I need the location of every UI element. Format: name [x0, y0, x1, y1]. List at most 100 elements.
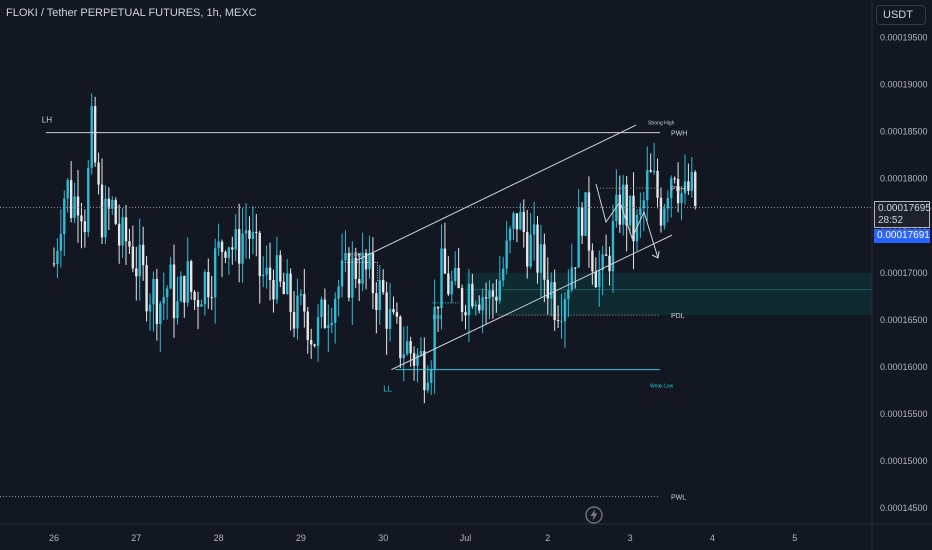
candle-body [529, 234, 532, 267]
lh-label: LH [42, 116, 52, 125]
candle-body [327, 325, 330, 328]
candle-body [484, 297, 488, 299]
candle-body [169, 264, 172, 289]
candle-body [412, 353, 416, 366]
candle-body [107, 198, 111, 209]
candle-body [563, 299, 567, 322]
candle-body [382, 279, 385, 293]
candle-body [680, 193, 683, 204]
candle-body [189, 261, 193, 292]
candle-body [450, 281, 453, 295]
candle-body [447, 273, 450, 295]
candle-body [416, 354, 419, 366]
time-tick-label: 3 [628, 533, 633, 543]
candle-body [87, 167, 90, 233]
candle-body [628, 195, 632, 226]
candle-body [591, 250, 594, 272]
candle-body [553, 282, 556, 321]
time-tick-label: 5 [792, 533, 797, 543]
pwh-label: PWH [671, 131, 687, 138]
candle-body [495, 296, 498, 301]
candle-body [556, 320, 560, 322]
candle-body [539, 244, 543, 273]
candle-body [220, 241, 224, 253]
candle-body [231, 247, 234, 250]
time-tick-label: 28 [214, 533, 224, 543]
price-tick-label: 0.00018000 [880, 174, 928, 184]
candle-body [604, 254, 608, 256]
candle-body [69, 180, 73, 218]
candle-body [560, 321, 563, 323]
candle-body [196, 300, 200, 307]
price-tick-label: 0.00014500 [880, 503, 928, 513]
candle-body [97, 162, 100, 185]
candle-body [570, 267, 574, 290]
candle-body [659, 197, 663, 226]
pdh-label: PDH [671, 186, 686, 193]
lightning-icon[interactable] [584, 505, 604, 525]
candle-body [200, 304, 203, 307]
candle-body [282, 281, 285, 294]
candle-body [330, 322, 333, 326]
candle-body [104, 198, 107, 238]
price-tick-label: 0.00015500 [880, 409, 928, 419]
weak-low-label: Weak Low [650, 384, 674, 390]
candle-body [52, 263, 56, 265]
candle-body [515, 213, 519, 230]
candle-body [670, 178, 673, 199]
candle-body [666, 198, 670, 209]
candle-body [83, 221, 87, 233]
candle-body [601, 254, 604, 271]
candle-body [63, 198, 66, 235]
candle-body [474, 304, 477, 307]
candle-body [378, 279, 381, 311]
candle-body [217, 241, 220, 249]
channel-lower [391, 234, 673, 371]
candle-body [375, 293, 378, 311]
candle-body [179, 276, 183, 302]
candle-body [299, 294, 303, 296]
candle-body [457, 268, 460, 288]
candle-body [275, 255, 279, 300]
candle-body [272, 280, 275, 300]
candle-body [309, 340, 313, 345]
candle-body [598, 270, 601, 288]
currency-button[interactable]: USDT [876, 5, 926, 25]
candle-body [296, 295, 299, 329]
candle-body [268, 267, 272, 281]
candle-body [622, 184, 625, 225]
candle-body [172, 264, 176, 319]
candle-body [183, 276, 186, 303]
candle-body [505, 240, 508, 269]
candle-body [265, 267, 268, 275]
candle-body [241, 233, 244, 264]
candle-body [313, 344, 316, 346]
candle-body [512, 213, 515, 229]
candle-body [135, 268, 138, 277]
candle-body [138, 244, 141, 277]
candle-body [433, 306, 436, 369]
candle-body [56, 250, 59, 264]
ll-label: LL [383, 385, 392, 394]
demand-zone [465, 272, 872, 316]
candle-body [141, 244, 145, 266]
candle-body [114, 199, 117, 224]
candle-body [642, 200, 646, 209]
candle-body [213, 248, 217, 298]
candle-body [316, 317, 320, 346]
candle-body [148, 304, 152, 312]
candle-body [478, 304, 481, 311]
candle-body [584, 192, 587, 236]
candle-body [673, 178, 676, 180]
candle-body [676, 178, 680, 204]
candle-body [80, 215, 83, 222]
candle-body [357, 279, 361, 284]
candle-body [690, 172, 694, 191]
candle-body [347, 253, 351, 298]
candle-body [76, 196, 80, 216]
projection-arrowhead [651, 250, 660, 259]
candle-body [460, 287, 464, 313]
price-tick-label: 0.00018500 [880, 127, 928, 137]
candle-body [652, 170, 656, 172]
